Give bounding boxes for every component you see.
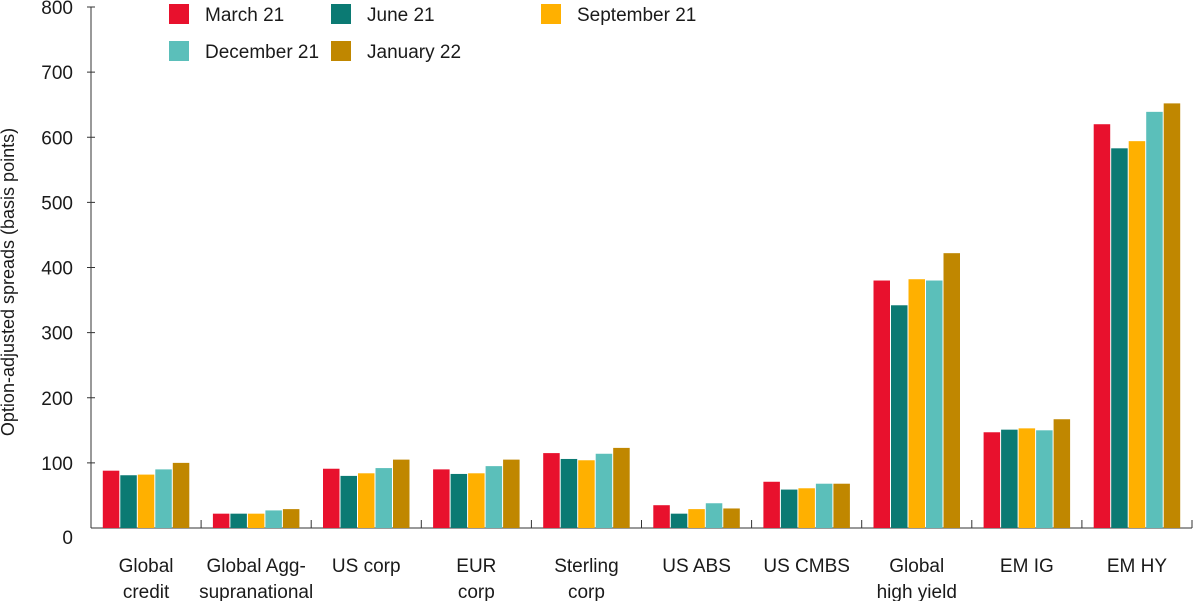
bar bbox=[798, 488, 815, 528]
bar bbox=[393, 459, 410, 528]
y-axis-title: Option-adjusted spreads (basis points) bbox=[0, 128, 18, 436]
bar bbox=[873, 280, 890, 528]
legend-swatch bbox=[331, 41, 351, 61]
legend-label: March 21 bbox=[205, 5, 284, 26]
bar bbox=[1018, 428, 1036, 528]
bar bbox=[653, 505, 670, 528]
bar bbox=[595, 453, 613, 528]
category-label: US ABS bbox=[662, 556, 731, 577]
bar bbox=[833, 483, 850, 528]
bar bbox=[120, 475, 137, 528]
y-tick-label: 300 bbox=[41, 324, 73, 345]
category-label: corp bbox=[458, 582, 495, 601]
category-label: Global bbox=[119, 556, 174, 577]
bar bbox=[375, 468, 392, 528]
bar bbox=[1163, 103, 1181, 528]
bar bbox=[560, 458, 578, 528]
legend-item: June 21 bbox=[331, 4, 435, 26]
bar bbox=[265, 510, 282, 528]
bar bbox=[926, 280, 943, 528]
bar bbox=[780, 489, 798, 528]
bar bbox=[503, 459, 520, 528]
bar bbox=[340, 475, 357, 528]
bar bbox=[1036, 430, 1053, 528]
bar bbox=[688, 509, 705, 528]
y-tick-label: 800 bbox=[41, 0, 73, 19]
legend-swatch bbox=[169, 41, 189, 61]
y-tick-label: 400 bbox=[41, 259, 73, 280]
category-label: Global bbox=[889, 556, 944, 577]
bar bbox=[1128, 141, 1146, 528]
category-label: credit bbox=[123, 582, 170, 601]
bar bbox=[705, 503, 723, 528]
category-label: Sterling bbox=[554, 556, 618, 577]
bar bbox=[578, 460, 595, 528]
category-label: US CMBS bbox=[763, 556, 850, 577]
bar bbox=[613, 447, 630, 528]
bar bbox=[323, 468, 340, 528]
legend-label: December 21 bbox=[205, 42, 319, 63]
bar bbox=[1146, 111, 1163, 528]
legend-item: September 21 bbox=[541, 4, 696, 26]
legend-item: December 21 bbox=[169, 41, 319, 63]
bar bbox=[1053, 419, 1071, 528]
category-label: EM IG bbox=[1000, 556, 1054, 577]
bar bbox=[212, 513, 230, 528]
y-tick-label: 200 bbox=[41, 389, 73, 410]
legend-label: January 22 bbox=[367, 42, 461, 63]
bar bbox=[450, 473, 468, 528]
bar bbox=[1111, 148, 1128, 529]
category-label: corp bbox=[568, 582, 605, 601]
category-label: Global Agg- bbox=[207, 556, 306, 577]
bar bbox=[155, 469, 172, 528]
category-label: EUR bbox=[456, 556, 496, 577]
y-tick-label: 500 bbox=[41, 193, 73, 214]
bar bbox=[102, 470, 120, 528]
bar bbox=[943, 253, 960, 529]
legend-swatch bbox=[331, 4, 351, 24]
category-label: US corp bbox=[332, 556, 401, 577]
legend-swatch bbox=[169, 4, 189, 24]
bar bbox=[543, 453, 560, 528]
legend-item: January 22 bbox=[331, 41, 461, 63]
bar bbox=[908, 279, 925, 528]
bar bbox=[468, 473, 485, 528]
bar bbox=[230, 513, 247, 528]
bar bbox=[247, 513, 265, 528]
bar bbox=[282, 509, 300, 528]
bar bbox=[723, 508, 740, 528]
category-label: supranational bbox=[199, 582, 313, 601]
bar bbox=[358, 473, 375, 528]
category-label: high yield bbox=[877, 582, 957, 601]
bars bbox=[102, 103, 1181, 529]
y-tick-label: 600 bbox=[41, 128, 73, 149]
bar bbox=[983, 432, 1001, 528]
y-tick-label: 0 bbox=[62, 528, 73, 549]
legend-swatch bbox=[541, 4, 561, 24]
bar bbox=[172, 462, 190, 528]
bar bbox=[763, 481, 780, 528]
bar bbox=[137, 474, 155, 528]
category-label: EM HY bbox=[1107, 556, 1168, 577]
y-tick-label: 700 bbox=[41, 63, 73, 84]
y-tick-label: 100 bbox=[41, 454, 73, 475]
bar bbox=[485, 466, 503, 528]
legend-label: June 21 bbox=[367, 5, 435, 26]
category-labels: Global credit Global Agg-supranational US c… bbox=[119, 556, 1168, 601]
bar bbox=[891, 305, 908, 528]
legend-label: September 21 bbox=[577, 5, 696, 26]
bar bbox=[670, 513, 688, 528]
bar bbox=[1001, 429, 1018, 528]
legend-item: March 21 bbox=[169, 4, 284, 26]
legend: March 21 June 21 September 21 December 21 Ja… bbox=[169, 4, 696, 63]
bar bbox=[433, 469, 450, 528]
bar bbox=[1093, 124, 1111, 528]
bar bbox=[815, 483, 833, 528]
